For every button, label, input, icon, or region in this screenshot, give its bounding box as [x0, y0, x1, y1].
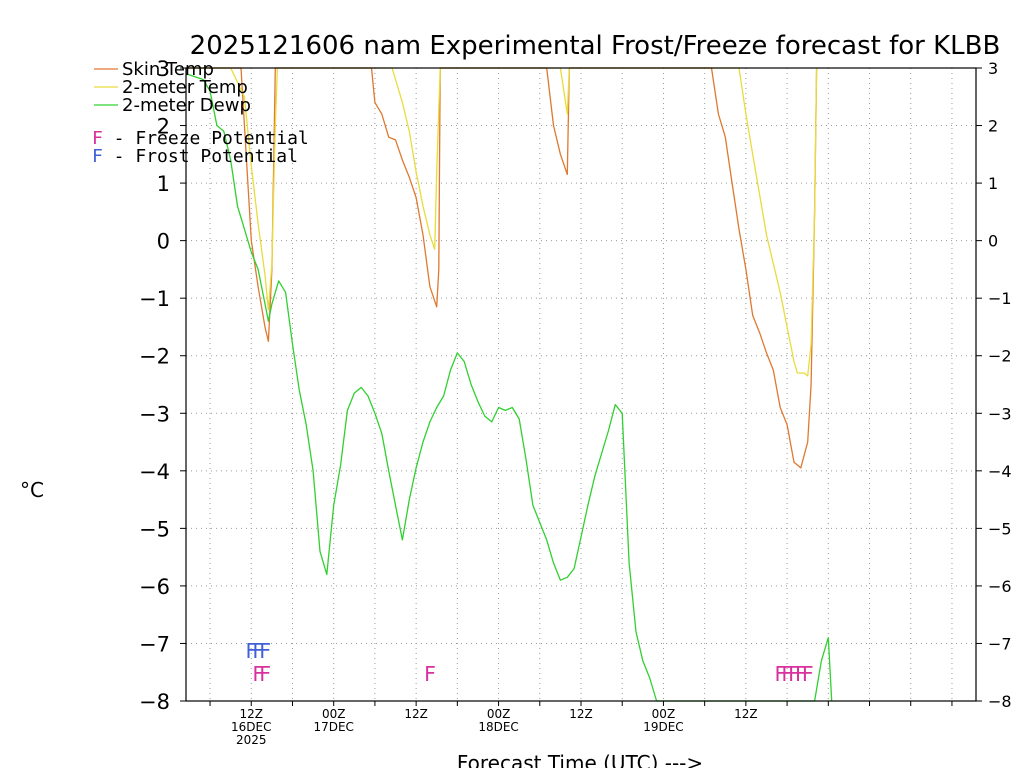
freeze-marker: F: [774, 662, 786, 686]
y-tick-label-right: −8: [988, 692, 1012, 711]
y-tick-label-left: −2: [139, 345, 170, 369]
legend-label: Skin Temp: [122, 59, 214, 80]
y-tick-label-right: 0: [988, 232, 998, 251]
potential-legend-label: F - Freeze Potential: [92, 128, 309, 149]
plot-frame: [185, 67, 977, 702]
y-tick-label-left: −8: [139, 690, 170, 714]
y-tick-label-left: −5: [139, 517, 170, 541]
y-tick-label-right: 2: [988, 117, 998, 136]
potential-legend-symbol: F: [92, 128, 103, 149]
y-tick-label-left: −4: [139, 460, 170, 484]
legend-label: 2-meter Temp: [122, 77, 248, 98]
y-tick-label-right: −2: [988, 347, 1012, 366]
x-tick-label: 12Z: [734, 707, 758, 721]
y-tick-label-right: −7: [988, 634, 1012, 653]
freeze-marker: F: [259, 662, 271, 686]
frost-marker: F: [245, 639, 257, 663]
y-tick-label-left: −7: [139, 632, 170, 656]
freeze-marker: F: [802, 662, 814, 686]
y-tick-label-right: −3: [988, 404, 1012, 423]
x-tick-label: 12Z: [404, 707, 428, 721]
x-tick-date-label: 19DEC: [643, 720, 683, 734]
potential-legend-text: - Frost Potential: [103, 146, 298, 167]
x-tick-label: 00Z: [487, 707, 511, 721]
x-axis-label: Forecast Time (UTC) --->: [457, 751, 703, 768]
y-tick-label-right: −5: [988, 519, 1012, 538]
frost-marker: F: [259, 639, 271, 663]
y-axis-right: −8 −7 −6 −5 −4 −3 −2 −1 0 1 2 3: [976, 59, 1012, 711]
y-axis-left: −8 −7 −6 −5 −4 −3 −2 −1 0 1 2 3: [139, 57, 186, 714]
y-tick-label-left: 0: [157, 230, 170, 254]
potential-legend-text: - Freeze Potential: [103, 128, 309, 149]
y-tick-label-left: 2: [157, 115, 170, 139]
y-tick-label-left: −3: [139, 402, 170, 426]
legend-label: 2-meter Dewp: [122, 95, 251, 116]
y-tick-label-left: −6: [139, 575, 170, 599]
potential-legend-symbol: F: [92, 146, 103, 167]
x-tick-date-label: 18DEC: [478, 720, 518, 734]
freeze-marker: F: [788, 662, 800, 686]
x-tick-label: 00Z: [322, 707, 346, 721]
freeze-marker: F: [781, 662, 793, 686]
potential-legend-label: F - Frost Potential: [92, 146, 298, 167]
x-tick-label: 12Z: [240, 707, 264, 721]
freeze-marker: F: [795, 662, 807, 686]
y-tick-label-right: 1: [988, 174, 998, 193]
y-tick-label-left: −1: [139, 287, 170, 311]
x-tick-date-label: 17DEC: [313, 720, 353, 734]
frost-marker: F: [252, 639, 264, 663]
y-axis-label: °C: [20, 478, 44, 502]
y-tick-label-left: 3: [157, 57, 170, 81]
y-tick-label-right: −4: [988, 462, 1012, 481]
x-tick-date-label: 16DEC: [231, 720, 271, 734]
x-tick-label: 12Z: [569, 707, 593, 721]
y-tick-label-left: 1: [157, 172, 170, 196]
series-line-2-meter-temp: [186, 67, 818, 377]
freeze-marker: F: [252, 662, 264, 686]
chart-title: 2025121606 nam Experimental Frost/Freeze…: [190, 31, 1001, 61]
freeze-marker: F: [424, 662, 436, 686]
x-tick-label: 00Z: [652, 707, 676, 721]
x-tick-year-label: 2025: [236, 733, 267, 747]
y-tick-label-right: −1: [988, 289, 1012, 308]
y-tick-label-right: 3: [988, 59, 998, 78]
grid-lines: [186, 68, 976, 701]
series-line-2-meter-dewp: [185, 73, 833, 702]
y-tick-label-right: −6: [988, 577, 1012, 596]
